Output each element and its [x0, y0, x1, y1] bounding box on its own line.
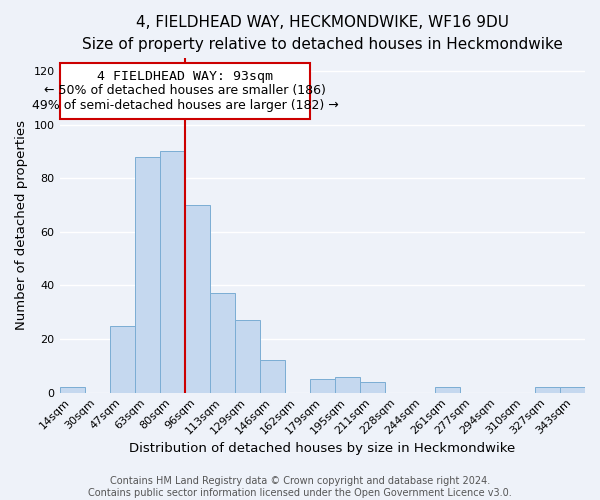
Bar: [360, 382, 385, 392]
Bar: [59, 387, 85, 392]
Bar: [185, 205, 209, 392]
Text: Contains HM Land Registry data © Crown copyright and database right 2024.
Contai: Contains HM Land Registry data © Crown c…: [88, 476, 512, 498]
X-axis label: Distribution of detached houses by size in Heckmondwike: Distribution of detached houses by size …: [129, 442, 515, 455]
Bar: [209, 294, 235, 392]
Title: 4, FIELDHEAD WAY, HECKMONDWIKE, WF16 9DU
Size of property relative to detached h: 4, FIELDHEAD WAY, HECKMONDWIKE, WF16 9DU…: [82, 15, 563, 52]
Bar: [310, 379, 335, 392]
Text: 4 FIELDHEAD WAY: 93sqm: 4 FIELDHEAD WAY: 93sqm: [97, 70, 273, 82]
Bar: [435, 387, 460, 392]
Bar: [134, 156, 160, 392]
Bar: [160, 152, 185, 392]
Text: ← 50% of detached houses are smaller (186): ← 50% of detached houses are smaller (18…: [44, 84, 326, 98]
Bar: [560, 387, 585, 392]
Text: 49% of semi-detached houses are larger (182) →: 49% of semi-detached houses are larger (…: [32, 99, 338, 112]
Bar: [110, 326, 134, 392]
Bar: [335, 376, 360, 392]
Bar: [235, 320, 260, 392]
Bar: [535, 387, 560, 392]
Bar: [260, 360, 285, 392]
Y-axis label: Number of detached properties: Number of detached properties: [15, 120, 28, 330]
FancyBboxPatch shape: [60, 63, 310, 119]
